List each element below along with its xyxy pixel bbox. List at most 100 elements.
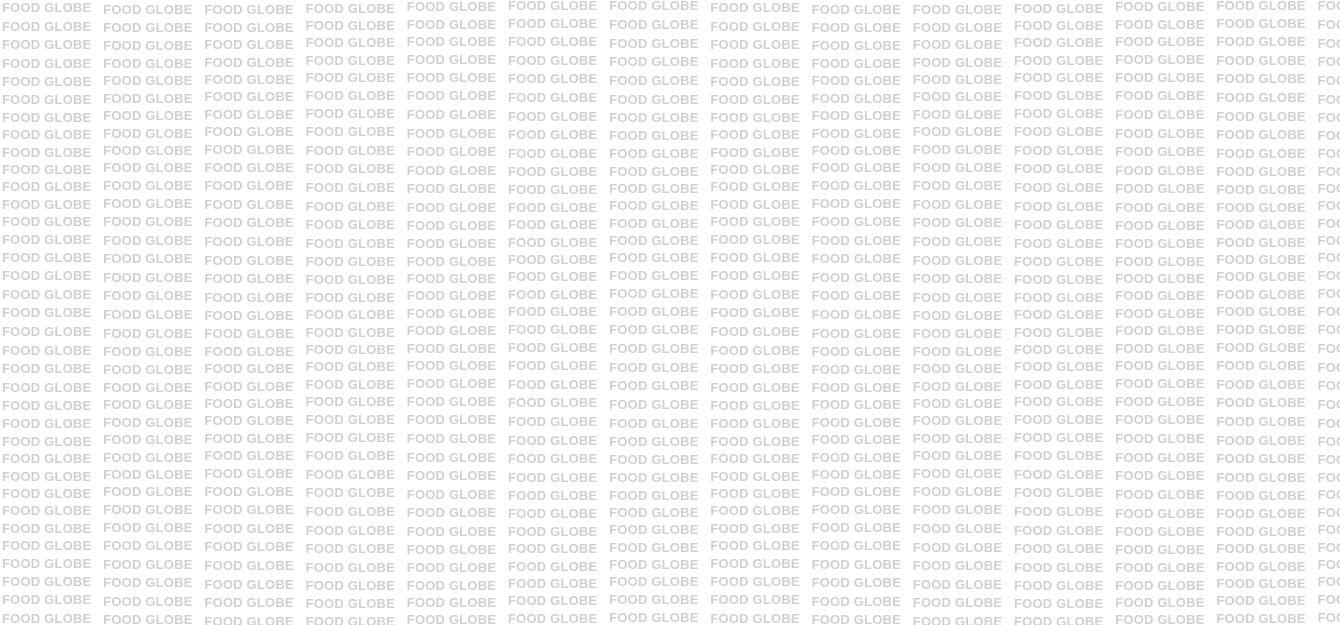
food-globe-watermark-text: FOOD GLOBE <box>406 218 497 233</box>
food-globe-watermark-text: FOOD GLOBE <box>204 379 294 394</box>
pattern-row: FOOD GLOBE FOOD GLOBE FOOD GLOBE FOOD GLOBE… <box>0 485 1340 503</box>
food-globe-watermark-text: FOOD GLOBE <box>1115 163 1205 178</box>
food-globe-watermark-text: FOOD GLOBE <box>305 1 395 16</box>
food-globe-watermark-text: FOOD GLOBE <box>204 107 294 122</box>
food-globe-watermark-text: FOOD GLOBE <box>305 560 395 575</box>
food-globe-watermark-text: FOOD GLOBE <box>2 251 92 265</box>
food-globe-watermark-text: FOOD GLOBE <box>609 522 699 537</box>
food-globe-watermark-text: FOOD GLOBE <box>2 197 92 212</box>
food-globe-watermark-text: FOOD GLOBE <box>811 344 901 359</box>
pattern-row: FOOD GLOBE FOOD GLOBE FOOD GLOBE FOOD GLOBE… <box>0 449 1340 467</box>
food-globe-watermark-text: FOOD GLOBE <box>204 179 294 193</box>
food-globe-watermark-text: FOOD GLOBE <box>406 450 497 465</box>
food-globe-watermark-text: FOOD GLOBE <box>305 71 395 85</box>
food-globe-watermark-text: FOOD GLOBE <box>609 17 699 32</box>
food-globe-watermark-text: FOOD GLOBE <box>609 323 699 337</box>
food-globe-watermark-text: FOOD GLOBE <box>2 269 92 283</box>
food-globe-watermark-text: FOOD GLOBE <box>1216 524 1306 539</box>
food-globe-watermark-text: FOOD GLOBE <box>204 2 294 17</box>
food-globe-watermark-text: FOOD GLOBE <box>811 380 901 395</box>
food-globe-watermark-text: FOOD GLOBE <box>1317 434 1340 449</box>
food-globe-watermark-text: FOOD GLOBE <box>811 415 901 430</box>
food-globe-watermark-text: FOOD GLOBE <box>710 215 800 229</box>
food-globe-watermark-text: FOOD GLOBE <box>609 360 699 375</box>
food-globe-watermark-text: FOOD GLOBE <box>1014 1 1104 16</box>
food-globe-watermark-text: FOOD GLOBE <box>406 341 497 356</box>
food-globe-watermark-text: FOOD GLOBE <box>710 197 800 212</box>
food-globe-watermark-text: FOOD GLOBE <box>2 145 92 160</box>
food-globe-watermark-text: FOOD GLOBE <box>305 272 395 287</box>
food-globe-watermark-text: FOOD GLOBE <box>305 199 395 214</box>
food-globe-watermark-text: FOOD GLOBE <box>811 521 901 535</box>
food-globe-watermark-text: FOOD GLOBE <box>912 143 1003 157</box>
food-globe-watermark-text: FOOD GLOBE <box>710 521 800 536</box>
food-globe-watermark-text: FOOD GLOBE <box>811 557 901 572</box>
pattern-row: FOOD GLOBE FOOD GLOBE FOOD GLOBE FOOD GLOBE… <box>0 413 1340 431</box>
food-globe-watermark-text: FOOD GLOBE <box>912 161 1003 175</box>
food-globe-watermark-text: FOOD GLOBE <box>811 179 901 193</box>
food-globe-watermark-text: FOOD GLOBE <box>2 92 92 107</box>
food-globe-watermark-text: FOOD GLOBE <box>2 593 92 607</box>
pattern-row: FOOD GLOBE FOOD GLOBE FOOD GLOBE FOOD GLOBE… <box>0 467 1340 485</box>
food-globe-watermark-text: FOOD GLOBE <box>710 539 800 553</box>
food-globe-watermark-text: FOOD GLOBE <box>305 596 395 611</box>
food-globe-watermark-text: FOOD GLOBE <box>204 485 294 499</box>
food-globe-watermark-text: FOOD GLOBE <box>710 451 800 466</box>
food-globe-watermark-text: FOOD GLOBE <box>103 432 193 447</box>
food-globe-watermark-text: FOOD GLOBE <box>1014 217 1104 232</box>
food-globe-watermark-text: FOOD GLOBE <box>811 38 901 53</box>
food-globe-watermark-text: FOOD GLOBE <box>1014 431 1104 445</box>
food-globe-watermark-text: FOOD GLOBE <box>2 451 92 466</box>
food-globe-watermark-text: FOOD GLOBE <box>1216 252 1306 267</box>
food-globe-watermark-text: FOOD GLOBE <box>1317 360 1340 375</box>
food-globe-watermark-text: FOOD GLOBE <box>1115 506 1205 521</box>
food-globe-watermark-text: FOOD GLOBE <box>2 503 92 518</box>
food-globe-watermark-text: FOOD GLOBE <box>811 503 901 517</box>
food-globe-watermark-text: FOOD GLOBE <box>508 611 598 625</box>
food-globe-watermark-text: FOOD GLOBE <box>508 127 598 142</box>
food-globe-watermark-text: FOOD GLOBE <box>1115 17 1205 32</box>
food-globe-watermark-text: FOOD GLOBE <box>1216 90 1306 105</box>
food-globe-watermark-text: FOOD GLOBE <box>1317 593 1340 607</box>
food-globe-watermark-text: FOOD GLOBE <box>1216 182 1306 197</box>
food-globe-watermark-text: FOOD GLOBE <box>2 305 92 320</box>
food-globe-watermark-text: FOOD GLOBE <box>406 236 497 251</box>
food-globe-watermark-text: FOOD GLOBE <box>406 578 497 593</box>
food-globe-watermark-text: FOOD GLOBE <box>103 215 193 229</box>
food-globe-watermark-text: FOOD GLOBE <box>1014 89 1104 103</box>
food-globe-watermark-text: FOOD GLOBE <box>1317 198 1340 213</box>
food-globe-watermark-text: FOOD GLOBE <box>1014 325 1104 340</box>
pattern-row: FOOD GLOBE FOOD GLOBE FOOD GLOBE FOOD GLOBE… <box>0 305 1340 323</box>
food-globe-watermark-text: FOOD GLOBE <box>1317 17 1340 32</box>
food-globe-watermark-text: FOOD GLOBE <box>912 326 1003 341</box>
food-globe-watermark-text: FOOD GLOBE <box>710 305 800 320</box>
food-globe-watermark-text: FOOD GLOBE <box>1317 0 1340 13</box>
food-globe-watermark-text: FOOD GLOBE <box>710 611 800 625</box>
food-globe-watermark-text: FOOD GLOBE <box>406 306 497 321</box>
food-globe-watermark-text: FOOD GLOBE <box>406 323 497 338</box>
food-globe-watermark-text: FOOD GLOBE <box>103 108 193 123</box>
food-globe-watermark-text: FOOD GLOBE <box>103 91 193 106</box>
food-globe-watermark-text: FOOD GLOBE <box>710 233 800 247</box>
food-globe-watermark-text: FOOD GLOBE <box>1014 342 1104 357</box>
food-globe-watermark-text: FOOD GLOBE <box>1115 595 1205 610</box>
food-globe-watermark-text: FOOD GLOBE <box>912 595 1003 610</box>
food-globe-watermark-text: FOOD GLOBE <box>1014 125 1104 139</box>
food-globe-watermark-text: FOOD GLOBE <box>2 469 92 484</box>
food-globe-watermark-text: FOOD GLOBE <box>1115 71 1205 85</box>
food-globe-watermark-text: FOOD GLOBE <box>609 470 699 485</box>
food-globe-watermark-text: FOOD GLOBE <box>1317 575 1340 589</box>
food-globe-watermark-text: FOOD GLOBE <box>1115 612 1205 625</box>
food-globe-watermark-text: FOOD GLOBE <box>811 288 901 303</box>
food-globe-watermark-text: FOOD GLOBE <box>103 557 193 572</box>
food-globe-watermark-text: FOOD GLOBE <box>103 450 193 465</box>
food-globe-watermark-text: FOOD GLOBE <box>204 361 294 376</box>
food-globe-watermark-text: FOOD GLOBE <box>609 378 699 393</box>
food-globe-watermark-text: FOOD GLOBE <box>406 71 497 85</box>
food-globe-watermark-text: FOOD GLOBE <box>406 288 497 303</box>
pattern-row: FOOD GLOBE FOOD GLOBE FOOD GLOBE FOOD GLOBE… <box>0 89 1340 107</box>
food-globe-watermark-text: FOOD GLOBE <box>609 146 699 161</box>
food-globe-watermark-text: FOOD GLOBE <box>204 197 294 212</box>
food-globe-watermark-text: FOOD GLOBE <box>305 342 395 357</box>
